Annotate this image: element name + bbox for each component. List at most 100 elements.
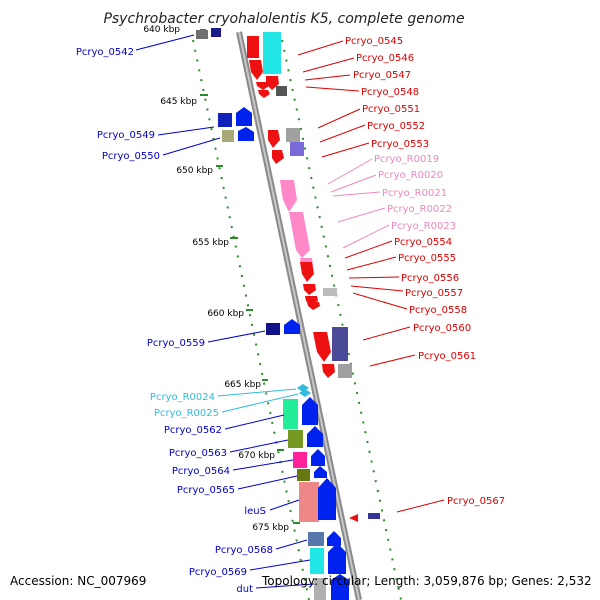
- genome-backbone-highlight: [238, 31, 360, 600]
- gene-block[interactable]: [283, 399, 298, 429]
- gene-arrow[interactable]: [272, 150, 284, 164]
- gene-label[interactable]: Pcryo_0546: [356, 53, 414, 64]
- gene-label[interactable]: Pcryo_0549: [97, 130, 155, 141]
- gene-label[interactable]: Pcryo_R0019: [374, 154, 439, 165]
- gene-label[interactable]: Pcryo_0551: [362, 104, 420, 115]
- gene-block[interactable]: [338, 364, 352, 378]
- gene-arrow[interactable]: [236, 107, 252, 126]
- rrna-gene[interactable]: [280, 180, 297, 212]
- gene-block[interactable]: [290, 142, 304, 156]
- gene-arrow[interactable]: [322, 364, 335, 378]
- gene-block[interactable]: [196, 30, 208, 39]
- label-connector: [302, 57, 355, 73]
- left-gene-labels: Pcryo_0542 Pcryo_0549 Pcryo_0550 Pcryo_0…: [76, 34, 315, 595]
- gene-arrow[interactable]: [300, 262, 314, 282]
- kbp-axis: 640 kbp 645 kbp 650 kbp 655 kbp 660 kbp …: [143, 25, 300, 533]
- gene-label[interactable]: Pcryo_0545: [345, 36, 403, 47]
- gene-arrow[interactable]: [311, 449, 325, 466]
- label-connector: [237, 475, 298, 490]
- gene-arrow[interactable]: [327, 531, 341, 546]
- gene-arrow[interactable]: [313, 332, 331, 362]
- kbp-label: 640 kbp: [143, 25, 180, 35]
- label-connector: [369, 354, 416, 367]
- gene-arrow[interactable]: [284, 319, 300, 334]
- gene-block[interactable]: [332, 327, 348, 361]
- gene-arrow[interactable]: [266, 76, 279, 90]
- gene-block[interactable]: [299, 482, 319, 522]
- gene-label[interactable]: Pcryo_0559: [147, 338, 205, 349]
- gene-arrow[interactable]: [302, 397, 318, 425]
- gene-block[interactable]: [308, 532, 324, 546]
- gene-arrow[interactable]: [268, 130, 280, 148]
- gene-block[interactable]: [263, 32, 281, 74]
- gene-block[interactable]: [314, 578, 326, 600]
- gene-arrow[interactable]: [238, 127, 254, 141]
- label-connector: [221, 393, 299, 413]
- gene-block[interactable]: [286, 128, 300, 142]
- gene-label[interactable]: Pcryo_0542: [76, 47, 134, 58]
- gene-block[interactable]: [288, 430, 303, 448]
- gene-block[interactable]: [323, 288, 337, 296]
- gene-label[interactable]: Pcryo_R0021: [382, 188, 447, 199]
- gene-arrow[interactable]: [328, 543, 346, 574]
- gene-arrow[interactable]: [318, 478, 336, 520]
- gene-block[interactable]: [218, 113, 232, 127]
- gene-label[interactable]: Pcryo_0557: [405, 288, 463, 299]
- label-connector: [319, 124, 366, 143]
- gene-label[interactable]: Pcryo_R0022: [387, 204, 452, 215]
- gene-label[interactable]: Pcryo_0564: [172, 466, 230, 477]
- gene-arrow[interactable]: [314, 466, 327, 478]
- label-connector: [350, 285, 404, 292]
- gene-arrow[interactable]: [256, 82, 269, 90]
- rrna-gene[interactable]: [289, 212, 310, 258]
- gene-label[interactable]: Pcryo_0555: [398, 253, 456, 264]
- gene-features: [196, 28, 380, 600]
- gene-label[interactable]: Pcryo_0569: [189, 567, 247, 578]
- gene-label[interactable]: Pcryo_R0024: [150, 392, 215, 403]
- label-connector: [255, 583, 315, 589]
- label-connector: [362, 326, 411, 341]
- gene-label[interactable]: Pcryo_0568: [215, 545, 273, 556]
- gene-label[interactable]: Pcryo_0562: [164, 425, 222, 436]
- gene-label[interactable]: Pcryo_0561: [418, 351, 476, 362]
- gene-label[interactable]: leuS: [244, 506, 266, 517]
- gene-block[interactable]: [266, 323, 280, 335]
- gene-label[interactable]: Pcryo_0556: [401, 273, 459, 284]
- gene-block[interactable]: [247, 36, 259, 58]
- gene-label[interactable]: Pcryo_0548: [361, 87, 419, 98]
- gene-label[interactable]: Pcryo_0550: [102, 151, 160, 162]
- gene-arrow[interactable]: [349, 514, 358, 522]
- gene-label[interactable]: Pcryo_0567: [447, 496, 505, 507]
- gene-label[interactable]: Pcryo_0547: [353, 70, 411, 81]
- gene-label[interactable]: Pcryo_0558: [409, 305, 467, 316]
- gene-label[interactable]: Pcryo_R0020: [378, 170, 443, 181]
- gene-arrow[interactable]: [331, 574, 349, 600]
- gene-arrow[interactable]: [258, 90, 270, 98]
- gene-label[interactable]: dut: [236, 584, 253, 595]
- gene-arrow[interactable]: [303, 284, 316, 295]
- gene-arrow[interactable]: [307, 302, 320, 310]
- gene-label[interactable]: Pcryo_R0025: [154, 408, 219, 419]
- gene-block[interactable]: [368, 513, 380, 519]
- gene-block[interactable]: [211, 28, 221, 37]
- label-connector: [332, 191, 381, 197]
- gene-block[interactable]: [222, 130, 234, 142]
- gene-arrow[interactable]: [307, 426, 323, 447]
- gene-label[interactable]: Pcryo_0552: [367, 121, 425, 132]
- label-connector: [327, 158, 373, 185]
- gene-block[interactable]: [310, 548, 324, 574]
- trna-gene[interactable]: [299, 389, 311, 397]
- gene-block[interactable]: [293, 452, 307, 468]
- gene-label[interactable]: Pcryo_0563: [169, 448, 227, 459]
- gene-block[interactable]: [297, 469, 310, 481]
- gene-arrow[interactable]: [249, 60, 263, 80]
- gene-label[interactable]: Pcryo_0565: [177, 485, 235, 496]
- gene-label[interactable]: Pcryo_0554: [394, 237, 452, 248]
- gene-label[interactable]: Pcryo_R0023: [391, 221, 456, 232]
- gene-label[interactable]: Pcryo_0560: [413, 323, 471, 334]
- gene-label[interactable]: Pcryo_0553: [371, 139, 429, 150]
- label-connector: [135, 34, 195, 51]
- kbp-label: 655 kbp: [192, 238, 229, 248]
- gene-block[interactable]: [276, 86, 287, 96]
